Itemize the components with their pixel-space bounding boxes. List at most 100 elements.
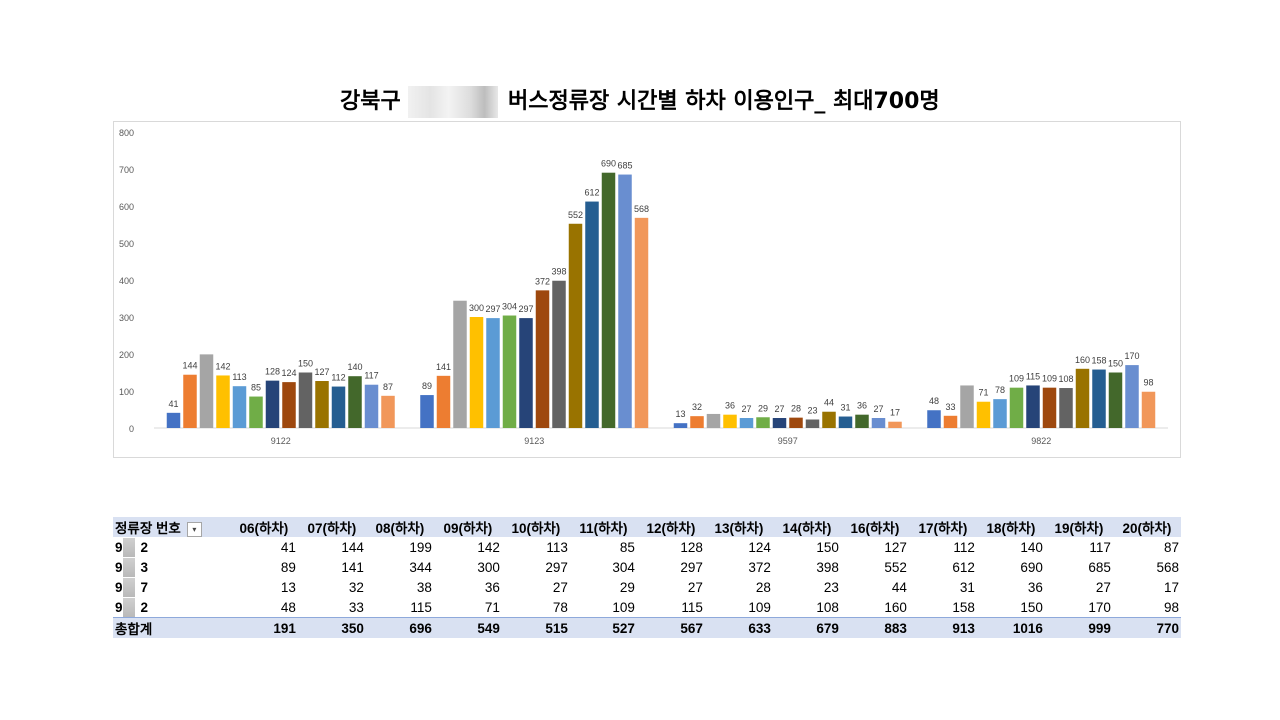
table-row[interactable]: 9 3 89 141 344 300 297 304 297 372 398 552 612 690 685… xyxy=(113,557,1181,577)
total-cell[interactable]: 883 xyxy=(840,617,909,638)
table-cell[interactable]: 31 xyxy=(959,579,975,595)
table-cell[interactable]: 41 xyxy=(280,539,296,555)
total-cell[interactable]: 527 xyxy=(569,617,637,638)
table-cell[interactable]: 28 xyxy=(755,579,771,595)
table-cell[interactable]: 199 xyxy=(409,539,432,555)
table-cell[interactable]: 115 xyxy=(410,599,432,615)
table-cell[interactable]: 127 xyxy=(884,539,907,555)
total-cell[interactable]: 549 xyxy=(433,617,502,638)
data-label: 87 xyxy=(383,382,393,392)
bar xyxy=(232,386,247,428)
row-header-cell[interactable]: 정류장 번호 ▾ xyxy=(113,517,230,537)
table-cell[interactable]: 150 xyxy=(816,539,839,555)
column-header[interactable]: 11(하차) xyxy=(569,517,637,537)
total-cell[interactable]: 1016 xyxy=(976,617,1045,638)
table-row[interactable]: 9 2 41 144 199 142 113 85 128 124 150 127 112 140 117 8… xyxy=(113,537,1181,557)
table-cell[interactable]: 142 xyxy=(477,539,500,555)
table-cell[interactable]: 115 xyxy=(681,599,703,615)
dropdown-filter-icon[interactable]: ▾ xyxy=(186,521,202,537)
table-cell[interactable]: 109 xyxy=(748,599,771,615)
column-header[interactable]: 07(하차) xyxy=(297,517,366,537)
table-cell[interactable]: 170 xyxy=(1088,599,1111,615)
table-cell[interactable]: 690 xyxy=(1020,559,1043,575)
table-cell[interactable]: 124 xyxy=(748,539,771,555)
table-cell[interactable]: 36 xyxy=(1027,579,1043,595)
table-cell[interactable]: 112 xyxy=(953,539,975,555)
total-cell[interactable]: 999 xyxy=(1044,617,1113,638)
table-cell[interactable]: 108 xyxy=(816,599,839,615)
table-cell[interactable]: 344 xyxy=(409,559,432,575)
column-header[interactable]: 17(하차) xyxy=(908,517,977,537)
table-cell[interactable]: 85 xyxy=(619,539,635,555)
table-cell[interactable]: 300 xyxy=(477,559,500,575)
table-cell[interactable]: 150 xyxy=(1020,599,1043,615)
table-cell[interactable]: 32 xyxy=(348,579,364,595)
total-cell[interactable]: 696 xyxy=(365,617,434,638)
column-header[interactable]: 13(하차) xyxy=(704,517,773,537)
table-cell[interactable]: 71 xyxy=(484,599,500,615)
table-cell[interactable]: 113 xyxy=(546,539,568,555)
table-cell[interactable]: 372 xyxy=(748,559,771,575)
table-cell[interactable]: 44 xyxy=(891,579,907,595)
column-header[interactable]: 18(하차) xyxy=(976,517,1045,537)
total-cell[interactable]: 679 xyxy=(772,617,841,638)
bar xyxy=(216,375,230,428)
bar xyxy=(519,318,533,428)
column-header[interactable]: 06(하차) xyxy=(229,517,298,537)
table-cell[interactable]: 685 xyxy=(1088,559,1111,575)
table-cell[interactable]: 78 xyxy=(552,599,568,615)
data-label: 685 xyxy=(617,161,632,171)
table-row[interactable]: 9 7 13 32 38 36 27 29 27 28 23 44 31 36 27 17 xyxy=(113,577,1181,597)
table-cell[interactable]: 552 xyxy=(884,559,907,575)
table-cell[interactable]: 27 xyxy=(552,579,568,595)
total-cell[interactable]: 633 xyxy=(704,617,773,638)
table-cell[interactable]: 17 xyxy=(1163,579,1179,595)
table-cell[interactable]: 141 xyxy=(341,559,364,575)
bar xyxy=(436,375,451,428)
table-cell[interactable]: 117 xyxy=(1089,539,1111,555)
total-cell[interactable]: 913 xyxy=(908,617,977,638)
total-cell[interactable]: 191 xyxy=(229,617,298,638)
column-header[interactable]: 16(하차) xyxy=(840,517,909,537)
column-header[interactable]: 09(하차) xyxy=(433,517,502,537)
column-header[interactable]: 14(하차) xyxy=(772,517,841,537)
total-cell[interactable]: 515 xyxy=(501,617,570,638)
table-cell[interactable]: 568 xyxy=(1156,559,1179,575)
total-cell[interactable]: 567 xyxy=(636,617,705,638)
table-cell[interactable]: 297 xyxy=(680,559,703,575)
table-cell[interactable]: 612 xyxy=(952,559,975,575)
table-cell[interactable]: 13 xyxy=(280,579,296,595)
table-cell[interactable]: 140 xyxy=(1020,539,1043,555)
table-cell[interactable]: 160 xyxy=(884,599,907,615)
table-cell[interactable]: 144 xyxy=(341,539,364,555)
table-cell[interactable]: 23 xyxy=(823,579,839,595)
table-cell[interactable]: 87 xyxy=(1163,539,1179,555)
total-cell[interactable]: 350 xyxy=(297,617,366,638)
table-cell[interactable]: 27 xyxy=(1095,579,1111,595)
table-cell[interactable]: 48 xyxy=(280,599,296,615)
column-header[interactable]: 19(하차) xyxy=(1044,517,1113,537)
table-cell[interactable]: 98 xyxy=(1163,599,1179,615)
column-header[interactable]: 08(하차) xyxy=(365,517,434,537)
table-cell[interactable]: 89 xyxy=(280,559,296,575)
table-cell[interactable]: 158 xyxy=(952,599,975,615)
table-cell[interactable]: 36 xyxy=(484,579,500,595)
table-cell[interactable]: 398 xyxy=(816,559,839,575)
table-cell[interactable]: 297 xyxy=(545,559,568,575)
column-header[interactable]: 12(하차) xyxy=(636,517,705,537)
table-cell[interactable]: 109 xyxy=(612,599,635,615)
table-cell[interactable]: 29 xyxy=(619,579,635,595)
table-cell[interactable]: 304 xyxy=(612,559,635,575)
table-row[interactable]: 9 2 48 33 115 71 78 109 115 109 108 160 158 150 170 98 xyxy=(113,597,1181,618)
table-cell[interactable]: 38 xyxy=(416,579,432,595)
table-cell[interactable]: 128 xyxy=(680,539,703,555)
column-header[interactable]: 10(하차) xyxy=(501,517,570,537)
total-cell[interactable]: 770 xyxy=(1112,617,1181,638)
table-cell[interactable]: 33 xyxy=(348,599,364,615)
column-header[interactable]: 20(하차) xyxy=(1112,517,1181,537)
table-cell[interactable]: 27 xyxy=(687,579,703,595)
